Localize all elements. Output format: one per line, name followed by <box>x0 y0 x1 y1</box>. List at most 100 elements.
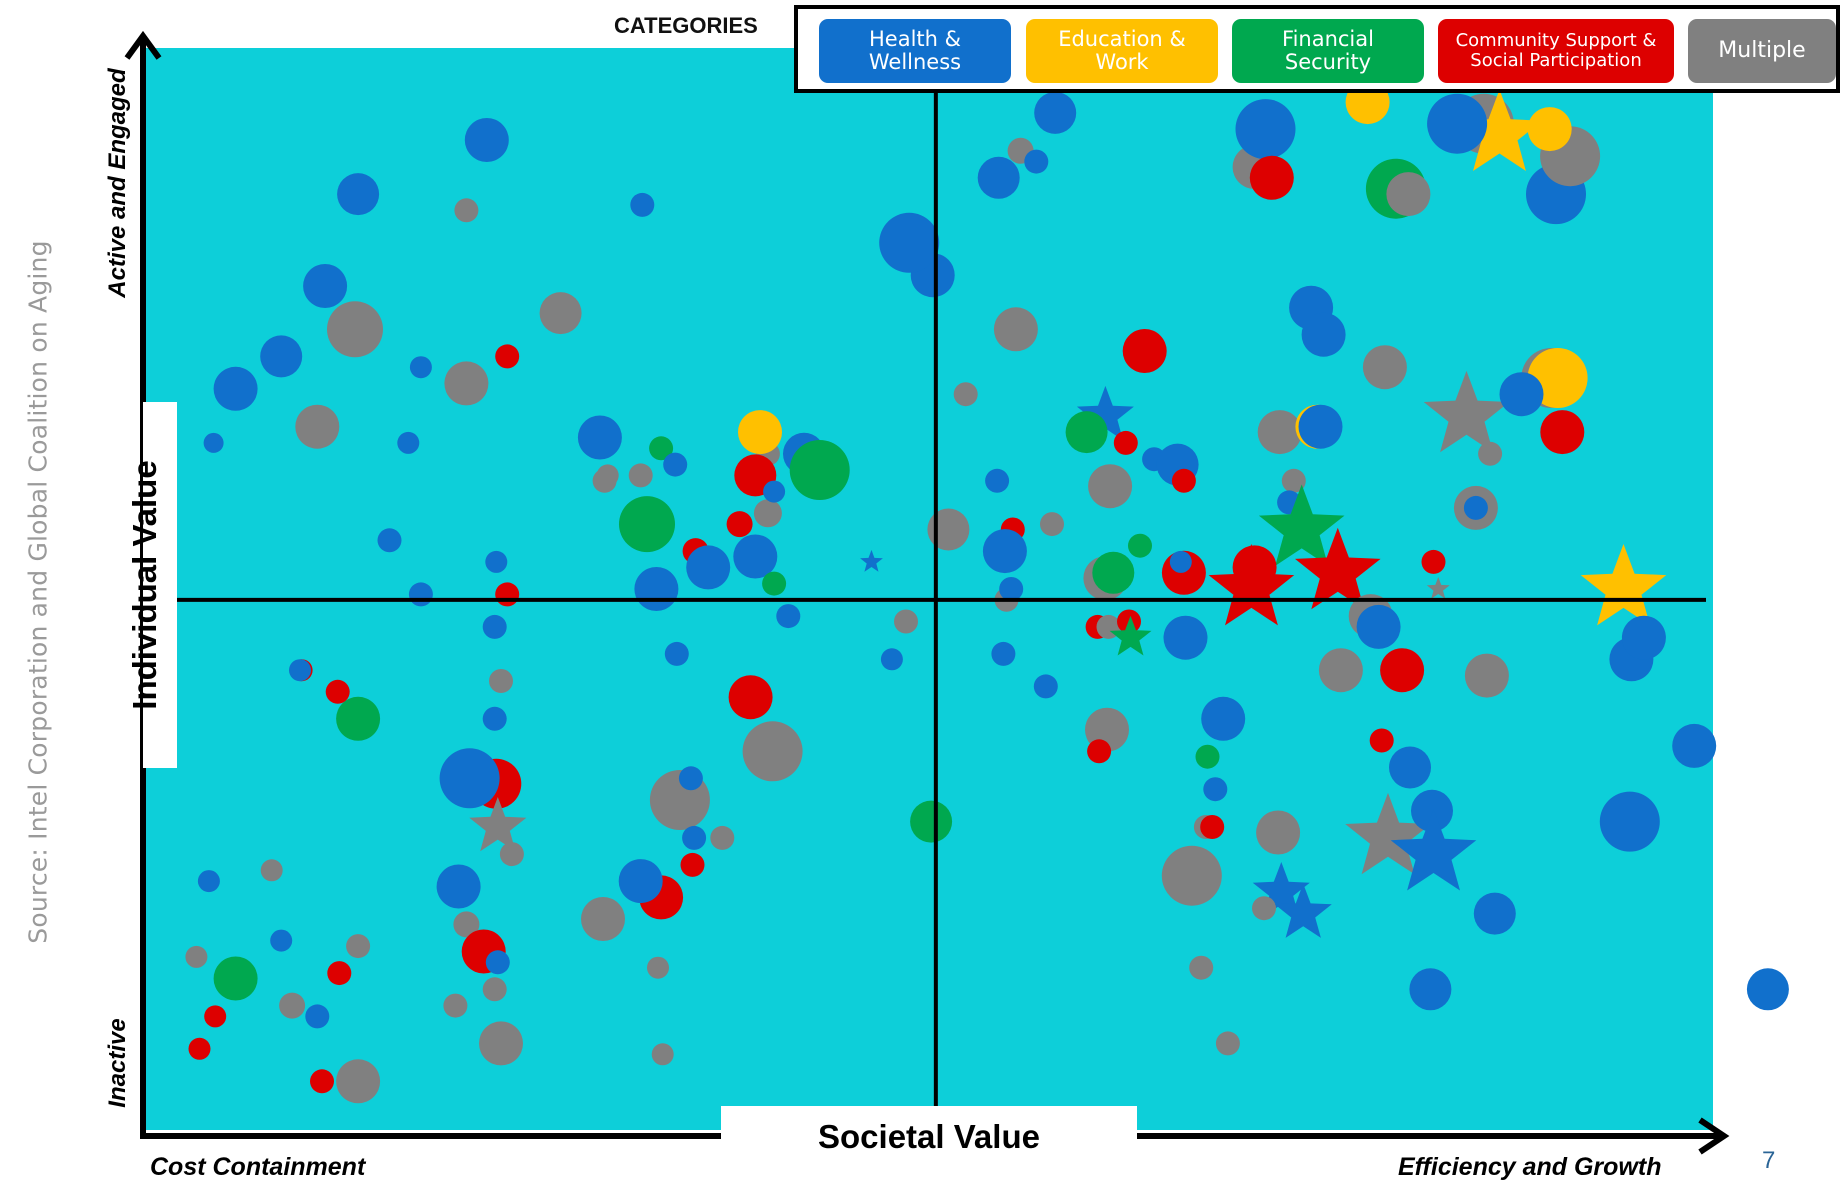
x-axis-high-label: Efficiency and Growth <box>1398 1153 1662 1181</box>
data-point-multiple <box>1161 845 1222 906</box>
data-point-financial <box>789 440 850 500</box>
data-point-health <box>663 452 688 477</box>
data-point-health <box>1411 789 1453 832</box>
data-point-health <box>482 706 507 731</box>
data-point-multiple <box>1478 441 1503 466</box>
data-point-health <box>397 431 420 454</box>
data-point-multiple <box>185 945 208 968</box>
data-point-health <box>664 641 689 666</box>
data-point-multiple <box>993 307 1038 352</box>
data-point-health <box>439 748 500 809</box>
data-point-health <box>482 614 507 639</box>
data-point-health <box>977 156 1020 199</box>
data-point-community <box>680 852 705 877</box>
legend-item-education: Education & Work <box>1026 19 1218 83</box>
data-point-health <box>303 264 348 308</box>
data-point-multiple <box>1362 345 1407 390</box>
data-point-multiple <box>596 464 619 487</box>
data-point-multiple <box>1252 896 1276 921</box>
data-point-health <box>634 567 679 611</box>
data-point-health <box>1473 892 1516 935</box>
data-point-multiple <box>927 508 970 551</box>
data-point-health <box>1169 550 1192 573</box>
legend-label-community: Community Support & Social Participation <box>1455 30 1657 71</box>
data-point-health <box>213 366 258 411</box>
legend-item-community: Community Support & Social Participation <box>1438 19 1674 83</box>
data-point-financial <box>213 956 258 1001</box>
data-point-health <box>203 432 224 453</box>
data-point-community <box>1113 430 1138 455</box>
data-point-health <box>991 641 1016 666</box>
data-point-community <box>327 961 352 986</box>
data-point-health <box>1298 404 1343 449</box>
data-point-community <box>325 679 350 704</box>
data-point-multiple <box>479 1021 523 1066</box>
data-point-health <box>982 529 1027 574</box>
data-point-multiple <box>953 382 978 407</box>
data-point-multiple <box>1088 464 1133 509</box>
data-point-financial <box>1092 551 1135 594</box>
y-axis-high-label: Active and Engaged <box>104 68 131 298</box>
legend-label-multiple: Multiple <box>1718 37 1806 63</box>
data-point-health <box>1301 312 1346 357</box>
data-point-multiple <box>295 404 340 449</box>
data-point-multiple <box>651 1043 674 1066</box>
data-point-health <box>409 356 432 379</box>
data-point-star-multiple <box>1423 370 1510 453</box>
data-point-health <box>197 870 220 893</box>
data-point-community <box>1171 468 1196 493</box>
y-axis-label: Individual Value <box>126 460 163 710</box>
data-point-community <box>495 344 520 369</box>
data-point-health <box>1746 968 1789 1011</box>
data-point-multiple <box>1189 955 1214 980</box>
data-point-star-health <box>1274 883 1332 938</box>
data-point-star-multiple <box>1426 577 1450 599</box>
data-point-health <box>630 192 655 217</box>
data-point-financial <box>619 496 675 553</box>
data-point-health <box>270 929 293 952</box>
data-point-financial <box>1065 411 1108 454</box>
plot-background <box>143 48 1713 1130</box>
data-point-health <box>1463 495 1488 520</box>
data-point-multiple <box>279 992 306 1019</box>
source-note: Source: Intel Corporation and Global Coa… <box>23 240 53 944</box>
legend-label-education: Education & Work <box>1058 26 1186 74</box>
data-point-health <box>763 480 786 503</box>
data-point-health <box>1409 968 1452 1011</box>
data-point-health <box>305 1004 330 1029</box>
data-point-multiple <box>894 609 918 634</box>
data-point-community <box>1122 329 1167 373</box>
data-point-community <box>1087 739 1112 764</box>
legend-item-financial: Financial Security <box>1232 19 1424 83</box>
data-point-multiple <box>346 934 371 959</box>
data-point-multiple <box>581 897 625 941</box>
data-point-health <box>618 859 663 904</box>
x-axis-label: Societal Value <box>818 1118 1040 1155</box>
data-point-multiple <box>753 499 782 528</box>
data-point-health <box>464 118 509 162</box>
y-axis-arrow <box>124 30 162 60</box>
data-point-health <box>1356 604 1401 649</box>
data-point-multiple <box>539 292 582 335</box>
data-points <box>185 80 1789 1104</box>
data-point-multiple <box>1040 512 1064 537</box>
data-point-health <box>1203 777 1228 802</box>
data-point-health <box>408 582 433 607</box>
legend-item-health: Health & Wellness <box>819 19 1011 83</box>
data-point-health <box>1621 615 1666 660</box>
x-axis-label-panel <box>721 1106 1137 1180</box>
data-point-multiple <box>482 977 507 1002</box>
data-point-multiple <box>444 361 489 406</box>
legend-title: CATEGORIES <box>614 13 758 38</box>
data-point-health <box>260 335 303 378</box>
data-point-health <box>733 534 778 579</box>
page-number: 7 <box>1762 1147 1776 1174</box>
data-point-health <box>880 648 903 671</box>
x-axis-low-label: Cost Containment <box>150 1153 366 1181</box>
data-point-health <box>1033 674 1058 699</box>
data-point-financial <box>1195 744 1220 769</box>
data-point-health <box>1672 723 1717 768</box>
data-point-multiple <box>1256 810 1301 855</box>
data-point-multiple <box>454 198 479 223</box>
